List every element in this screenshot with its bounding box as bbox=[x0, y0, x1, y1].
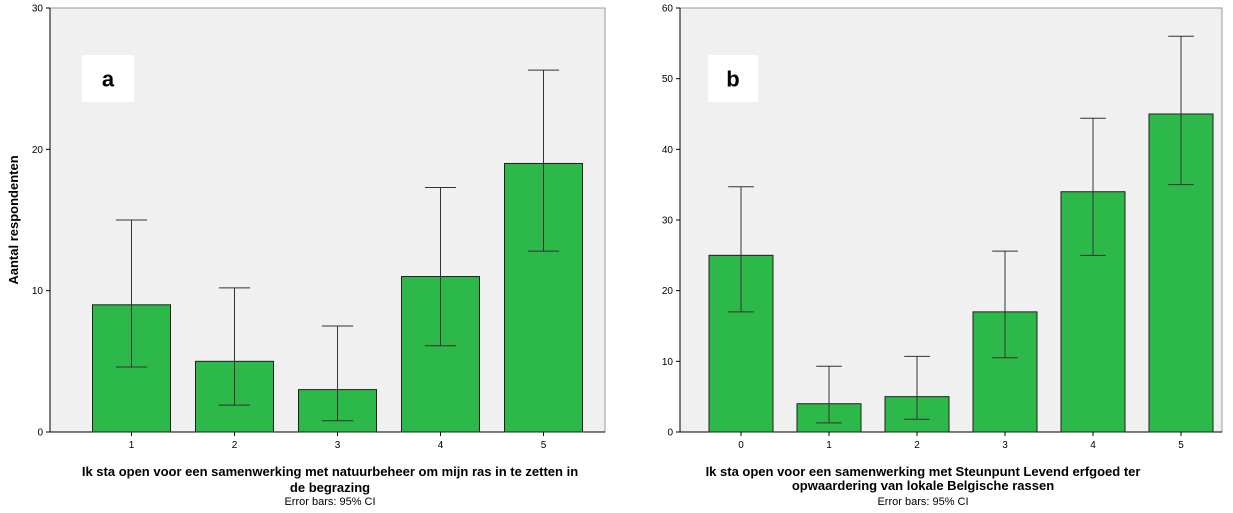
x-axis-label-line: Ik sta open voor een samenwerking met na… bbox=[82, 464, 578, 479]
x-tick-label: 5 bbox=[1178, 440, 1184, 451]
y-tick-label: 30 bbox=[662, 216, 674, 227]
y-axis-label: Aantal respondenten bbox=[6, 155, 21, 284]
y-tick-label: 0 bbox=[667, 428, 673, 439]
panel-label-box bbox=[82, 55, 134, 102]
panel-label: b bbox=[726, 67, 739, 92]
panel-label: a bbox=[102, 67, 115, 92]
x-axis-label-line: Ik sta open voor een samenwerking met St… bbox=[706, 464, 1141, 479]
x-tick-label: 4 bbox=[1090, 440, 1096, 451]
error-bars-note: Error bars: 95% CI bbox=[284, 496, 375, 508]
y-tick-label: 50 bbox=[662, 74, 674, 85]
y-tick-label: 20 bbox=[32, 145, 44, 156]
chart-panel-b: 0 10 20 30 40 50 60 0 1 2 3 4 5 b Ik sta open voor een… bbox=[662, 4, 1223, 508]
x-tick-label: 0 bbox=[738, 440, 744, 451]
x-tick-label: 5 bbox=[541, 440, 547, 451]
y-tick-label: 20 bbox=[662, 286, 674, 297]
x-tick-label: 1 bbox=[129, 440, 135, 451]
error-bars-note: Error bars: 95% CI bbox=[877, 496, 968, 508]
y-tick-label: 40 bbox=[662, 145, 674, 156]
y-tick-label: 10 bbox=[32, 286, 44, 297]
y-tick-label: 60 bbox=[662, 4, 674, 15]
panel-label-box bbox=[708, 55, 758, 102]
y-tick-label: 30 bbox=[32, 4, 44, 15]
x-tick-label: 3 bbox=[335, 440, 341, 451]
y-tick-label: 10 bbox=[662, 357, 674, 368]
chart-panel-a: 0 10 20 30 1 2 3 4 5 a Aantal respondenten Ik sta o… bbox=[6, 4, 606, 508]
x-tick-label: 3 bbox=[1002, 440, 1008, 451]
x-tick-label: 2 bbox=[232, 440, 238, 451]
x-axis-label-line: de begrazing bbox=[290, 480, 370, 495]
x-tick-label: 2 bbox=[914, 440, 920, 451]
x-tick-label: 4 bbox=[438, 440, 444, 451]
x-axis-label-line: opwaardering van lokale Belgische rassen bbox=[792, 478, 1054, 493]
y-tick-label: 0 bbox=[37, 428, 43, 439]
x-tick-label: 1 bbox=[826, 440, 832, 451]
